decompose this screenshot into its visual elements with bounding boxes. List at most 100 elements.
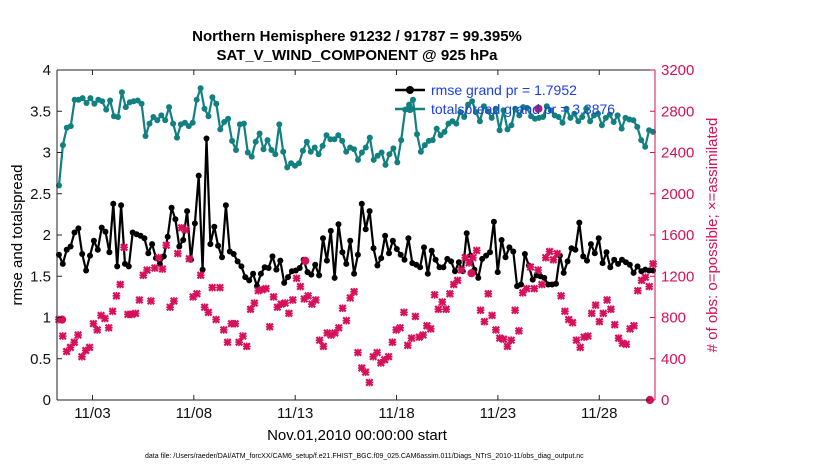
spread-point	[457, 109, 464, 116]
spread-point	[583, 105, 590, 112]
rmse-point	[75, 225, 82, 232]
spread-point	[480, 103, 487, 110]
spread-point	[461, 114, 468, 120]
spread-point	[264, 137, 271, 144]
spread-point	[429, 137, 436, 144]
obs-assimilated-marker	[633, 286, 642, 295]
rmse-point	[238, 263, 245, 270]
spread-point	[209, 94, 216, 101]
obs-assimilated-marker	[399, 308, 408, 317]
obs-assimilated-marker	[419, 331, 428, 340]
plot-area	[57, 70, 655, 400]
obs-assimilated-marker	[610, 320, 619, 329]
rmse-point	[366, 208, 373, 215]
rmse-point	[331, 274, 338, 281]
obs-assimilated-marker	[476, 306, 485, 315]
rmse-point	[521, 251, 528, 257]
rmse-point	[285, 274, 291, 281]
rmse-point	[393, 246, 400, 252]
rmse-point	[518, 281, 524, 288]
spread-point	[248, 153, 255, 160]
rmse-point	[405, 235, 412, 242]
rmse-series	[55, 135, 657, 290]
rmse-point	[230, 251, 237, 257]
obs-possible-marker	[467, 269, 476, 278]
rmse-point	[203, 135, 210, 142]
obs-assimilated-marker	[166, 303, 175, 312]
rmse-point	[397, 251, 404, 258]
spread-point	[634, 123, 641, 130]
right-y-ticks: 0 400 800 1200 1600 2000 2400 2800 3200	[650, 62, 694, 409]
rmse-point	[281, 279, 288, 286]
obs-assimilated-marker	[100, 314, 109, 323]
rmse-point	[141, 235, 148, 242]
obs-assimilated-marker	[346, 293, 355, 302]
spread-point	[390, 145, 397, 152]
spread-point	[142, 133, 149, 139]
spread-point	[221, 119, 228, 125]
obs-assimilated-marker	[108, 307, 117, 316]
spread-point	[386, 151, 393, 158]
obs-assimilated-marker	[231, 319, 240, 328]
spread-point	[87, 95, 94, 102]
obs-assimilated-marker	[388, 338, 397, 347]
rmse-point	[595, 235, 602, 242]
right-y-tick-label: 800	[661, 310, 686, 327]
obs-assimilated-marker	[649, 259, 658, 268]
obs-assimilated-marker	[591, 301, 600, 310]
spread-point	[296, 160, 302, 167]
rmse-point	[401, 256, 408, 263]
obs-assimilated-marker	[246, 305, 255, 314]
spread-point	[398, 137, 405, 144]
rmse-point	[277, 257, 284, 264]
spread-point	[197, 85, 204, 92]
obs-assimilated-marker	[530, 284, 539, 293]
spread-point	[252, 138, 259, 145]
obs-assimilated-marker	[545, 247, 554, 256]
spread-point	[67, 123, 74, 130]
obs-assimilated-marker	[74, 331, 83, 340]
obs-assimilated-marker	[158, 265, 167, 274]
rmse-point	[599, 260, 606, 267]
spread-point	[355, 156, 361, 163]
rmse-point	[370, 245, 377, 252]
obs-assimilated-marker	[77, 352, 86, 361]
obs-assimilated-series	[54, 223, 658, 387]
rmse-point	[440, 264, 447, 271]
obs-assimilated-marker	[135, 295, 144, 304]
rmse-point	[553, 280, 559, 287]
spread-point	[162, 117, 169, 124]
spread-point	[240, 120, 247, 127]
rmse-point	[168, 204, 175, 211]
x-axis-label: Nov.01,2010 00:00:00 start	[267, 427, 448, 444]
obs-assimilated-marker	[120, 243, 129, 252]
rmse-point	[560, 269, 567, 276]
obs-assimilated-marker	[185, 254, 194, 263]
obs-assimilated-marker	[442, 305, 451, 314]
x-tick-label: 11/13	[277, 405, 313, 422]
rmse-point	[312, 261, 319, 268]
left-y-tick-label: 4	[43, 62, 51, 79]
spread-point	[91, 100, 98, 107]
rmse-point	[358, 200, 365, 207]
spread-point	[496, 127, 503, 134]
obs-assimilated-marker	[196, 271, 205, 280]
obs-assimilated-marker	[162, 241, 171, 250]
spread-point	[233, 147, 239, 153]
rmse-point	[417, 264, 424, 271]
obs-assimilated-marker	[150, 264, 159, 272]
obs-assimilated-marker	[503, 342, 512, 351]
rmse-point	[634, 263, 641, 270]
obs-assimilated-marker	[491, 325, 500, 334]
spread-point	[598, 122, 605, 129]
obs-assimilated-marker	[453, 276, 462, 285]
obs-assimilated-marker	[534, 266, 543, 275]
rmse-point	[250, 270, 257, 277]
spread-point	[284, 164, 291, 171]
legend-spread-label: totalspread grand pr = 3.3876	[431, 101, 615, 117]
spread-point	[193, 96, 200, 103]
left-y-tick-label: 1	[43, 310, 51, 327]
rmse-point	[490, 218, 497, 225]
obs-assimilated-marker	[629, 321, 638, 330]
rmse-point	[207, 241, 214, 248]
